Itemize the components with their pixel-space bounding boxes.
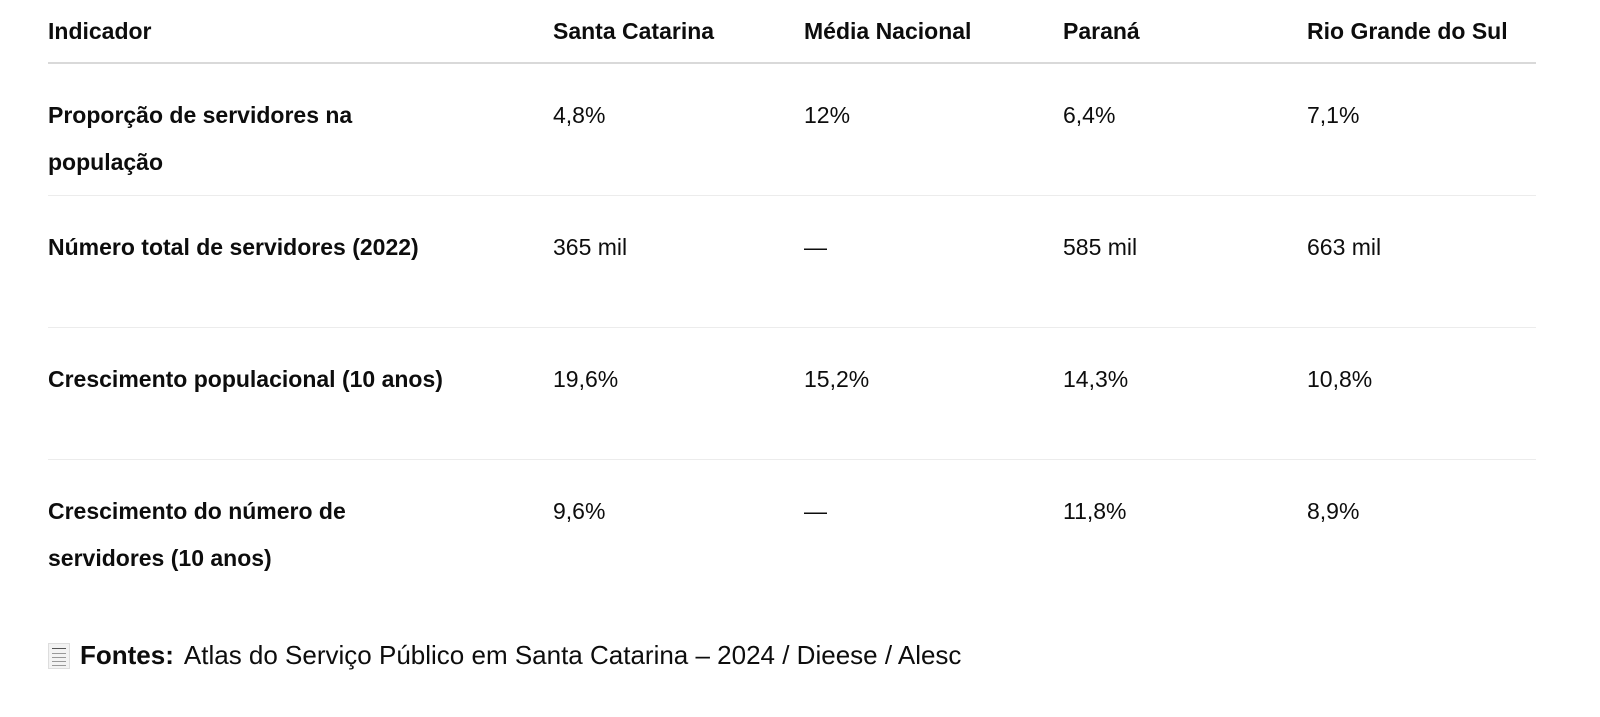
table-cell: 19,6% <box>553 327 804 460</box>
indicator-cell: Crescimento populacional (10 anos) <box>48 327 553 460</box>
table-row: Crescimento populacional (10 anos) 19,6%… <box>48 327 1536 460</box>
table-cell: 10,8% <box>1307 327 1536 460</box>
sources-text: Atlas do Serviço Público em Santa Catari… <box>183 640 962 670</box>
indicator-label: Crescimento populacional (10 anos) <box>48 366 443 392</box>
indicator-label: Crescimento do número de servidores (10 … <box>48 498 346 571</box>
table-cell: 9,6% <box>553 498 606 524</box>
table-cell: — <box>804 195 1063 328</box>
table-cell: 663 mil <box>1307 195 1536 328</box>
header-rio-grande-do-sul: Rio Grande do Sul <box>1307 0 1536 64</box>
sources-label: Fontes: <box>80 640 174 670</box>
indicator-label: Número total de servidores (2022) <box>48 234 419 260</box>
table-cell: 4,8% <box>553 63 804 196</box>
table-cell: 14,3% <box>1063 327 1307 460</box>
table-row: Proporção de servidores na população 4,8… <box>48 63 1536 196</box>
table-row: Número total de servidores (2022) 365 mi… <box>48 195 1536 328</box>
header-indicador: Indicador <box>48 0 553 64</box>
table-cell: 11,8% <box>1063 498 1127 524</box>
indicator-cell: Proporção de servidores na população <box>48 63 553 196</box>
table-row: Crescimento do número de servidores (10 … <box>48 460 1536 592</box>
indicators-table: Indicador Santa Catarina Média Nacional … <box>48 0 1536 591</box>
table-cell: 12% <box>804 63 1063 196</box>
table-cell: 7,1% <box>1307 63 1536 196</box>
receipt-icon <box>48 642 70 669</box>
header-parana: Paraná <box>1063 0 1307 64</box>
table-cell: 585 mil <box>1063 195 1307 328</box>
table-header-row: Indicador Santa Catarina Média Nacional … <box>48 0 1536 64</box>
indicator-label: Proporção de servidores na população <box>48 102 353 175</box>
table-cell: 15,2% <box>804 327 1063 460</box>
table-cell: 6,4% <box>1063 63 1307 196</box>
indicator-cell: Número total de servidores (2022) <box>48 195 553 328</box>
header-santa-catarina: Santa Catarina <box>553 0 804 64</box>
indicator-cell: Crescimento do número de servidores (10 … <box>48 460 553 592</box>
table-cell: 8,9% <box>1307 498 1360 524</box>
table-cell: 365 mil <box>553 195 804 328</box>
table-cell: — <box>804 498 827 524</box>
header-media-nacional: Média Nacional <box>804 0 1063 64</box>
sources-footer: Fontes: Atlas do Serviço Público em Sant… <box>48 640 961 671</box>
